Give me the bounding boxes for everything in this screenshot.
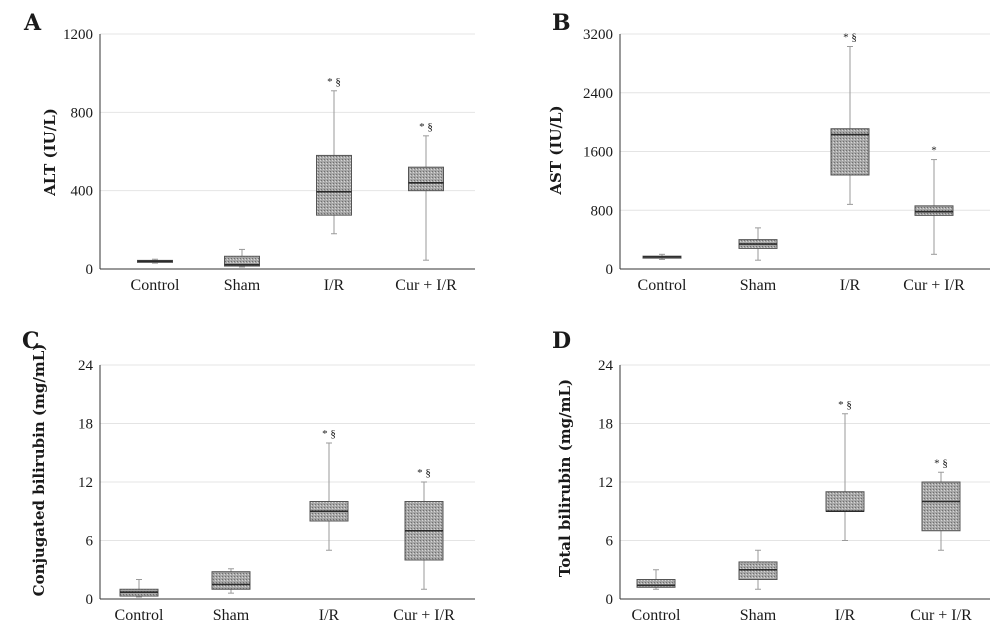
panel-d-x-tick-label: Sham <box>740 607 777 624</box>
panel-c-marks: * § * § <box>119 428 444 598</box>
panel-c-box <box>211 571 251 590</box>
panel-a-box <box>224 255 260 267</box>
panel-a-y-axis-title: ALT (IU/L) <box>41 108 59 197</box>
panel-d-significance-label: * § <box>934 457 948 469</box>
panel-d: D * § * § 0 6 12 18 24 Control Sham I/R Cur + I/R… <box>552 328 990 624</box>
panel-d-y-tick-label: 24 <box>598 358 614 374</box>
panel-b-significance-label: * <box>931 145 937 157</box>
panel-a-x-tick-label: Cur + I/R <box>395 277 457 294</box>
panel-b-y-axis-title: AST (IU/L) <box>547 105 565 195</box>
panel-c-y-tick-label: 18 <box>78 417 93 433</box>
panel-a-y-tick-label: 1200 <box>63 27 93 43</box>
panel-c-significance-label: * § <box>417 467 431 479</box>
panel-a-y-tick-label: 800 <box>71 105 94 121</box>
panel-b-y-tick-label: 0 <box>606 262 614 278</box>
panel-a-axes: 0 400 800 1200 Control Sham I/R Cur + I/R <box>63 27 475 294</box>
panel-b-y-tick-label: 1600 <box>583 145 613 161</box>
panel-a-x-tick-label: Sham <box>224 277 261 294</box>
panel-d-box <box>921 481 961 532</box>
panel-a-marks: * § * § <box>137 76 444 268</box>
panel-c-y-tick-label: 6 <box>86 534 94 550</box>
panel-d-letter: D <box>552 328 571 354</box>
panel-b-x-tick-label: Cur + I/R <box>903 277 965 294</box>
panel-d-y-tick-label: 6 <box>606 534 614 550</box>
panel-d-x-tick-label: I/R <box>835 607 856 624</box>
panel-d-y-tick-label: 12 <box>598 475 613 491</box>
panel-c-y-tick-label: 0 <box>86 592 94 608</box>
panel-a-significance-label: * § <box>419 121 433 133</box>
panel-c-y-tick-label: 24 <box>78 358 94 374</box>
panel-a-box <box>408 166 444 192</box>
panel-d-y-tick-label: 0 <box>606 592 614 608</box>
panel-c-x-tick-label: Control <box>115 607 164 624</box>
panel-c-x-tick-label: Sham <box>213 607 250 624</box>
panel-d-x-tick-label: Control <box>632 607 681 624</box>
panel-c-y-axis-title: Conjugated bilirubin (mg/mL) <box>30 344 48 597</box>
panel-b-significance-label: * § <box>843 31 857 43</box>
panel-c: C * § * § 0 6 12 18 24 Control Sham I/R Cur + I/R… <box>22 328 475 624</box>
panel-a-x-tick-label: I/R <box>324 277 345 294</box>
panel-b-marks: * § * <box>642 31 954 261</box>
panel-a-letter: A <box>23 10 42 36</box>
panel-c-axes: 0 6 12 18 24 Control Sham I/R Cur + I/R <box>78 358 475 624</box>
panel-b-box <box>830 128 870 176</box>
panel-b-x-tick-label: Sham <box>740 277 777 294</box>
panel-b-axes: 0 800 1600 2400 3200 Control Sham I/R Cur + I/R <box>583 27 990 294</box>
panel-d-significance-label: * § <box>838 399 852 411</box>
panel-a-x-tick-label: Control <box>131 277 180 294</box>
panel-c-significance-label: * § <box>322 428 336 440</box>
panel-b-y-tick-label: 3200 <box>583 27 613 43</box>
panel-c-x-tick-label: Cur + I/R <box>393 607 455 624</box>
panel-c-letter: C <box>22 328 40 354</box>
panel-b-y-tick-label: 800 <box>591 203 614 219</box>
panel-d-axes: 0 6 12 18 24 Control Sham I/R Cur + I/R <box>598 358 990 624</box>
panel-d-x-tick-label: Cur + I/R <box>910 607 972 624</box>
panel-b: B * § * 0 800 1600 2400 3200 Control Sham I/R Cur… <box>547 10 990 294</box>
panel-c-x-tick-label: I/R <box>319 607 340 624</box>
panel-b-y-tick-label: 2400 <box>583 86 613 102</box>
panel-b-letter: B <box>552 10 571 36</box>
panel-a-y-tick-label: 0 <box>86 262 94 278</box>
panel-b-x-tick-label: Control <box>638 277 687 294</box>
panel-a: A * § * § 0 400 800 1200 Control Sham I/R Cur + … <box>23 10 475 294</box>
panel-b-x-tick-label: I/R <box>840 277 861 294</box>
panel-a-significance-label: * § <box>327 76 341 88</box>
panel-d-y-axis-title: Total bilirubin (mg/mL) <box>556 379 574 577</box>
panel-d-y-tick-label: 18 <box>598 417 613 433</box>
panel-a-box <box>316 154 352 216</box>
panel-d-box <box>738 561 778 581</box>
panel-b-grid <box>620 33 990 211</box>
panel-d-box <box>636 579 676 588</box>
panel-d-marks: * § * § <box>636 399 961 590</box>
panel-a-y-tick-label: 400 <box>71 184 94 200</box>
panel-c-y-tick-label: 12 <box>78 475 93 491</box>
panel-b-box <box>914 205 954 216</box>
panel-d-box <box>825 491 865 512</box>
